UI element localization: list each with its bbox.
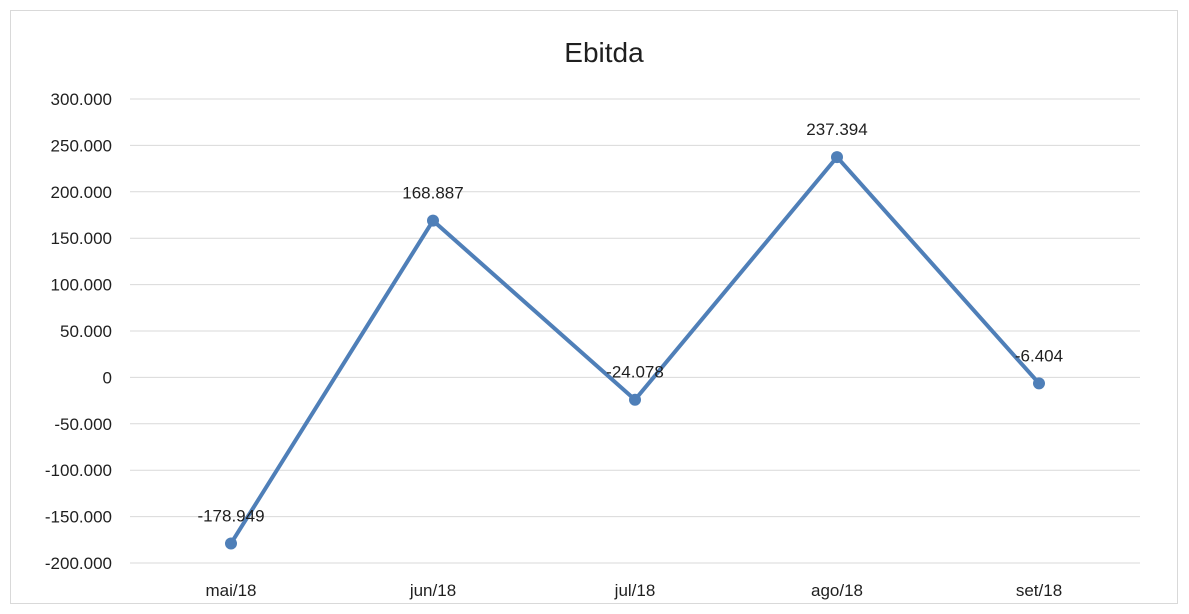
y-tick-label: 100.000	[51, 276, 112, 295]
y-tick-label: -200.000	[45, 554, 112, 573]
x-tick-label: set/18	[1016, 581, 1062, 600]
data-point-marker	[629, 393, 641, 406]
x-tick-label: ago/18	[811, 581, 863, 600]
data-label: 237.394	[806, 120, 867, 139]
y-axis-tick-labels: 300.000 250.000 200.000 150.000 100.000 50.00…	[45, 90, 112, 573]
x-tick-label: jun/18	[409, 581, 456, 600]
chart-title: Ebitda	[564, 37, 644, 68]
y-tick-label: -150.000	[45, 508, 112, 527]
chart-frame	[10, 10, 1178, 604]
data-label: -24.078	[606, 363, 664, 382]
x-tick-label: mai/18	[205, 581, 256, 600]
series-line	[229, 155, 1041, 546]
y-tick-label: 200.000	[51, 183, 112, 202]
x-axis-tick-labels: mai/18 jun/18 jul/18 ago/18 set/18	[205, 581, 1062, 600]
data-label: -6.404	[1015, 346, 1063, 365]
data-point-marker	[427, 214, 439, 227]
data-point-marker	[831, 151, 843, 164]
y-tick-label: 0	[103, 368, 112, 387]
x-tick-label: jul/18	[614, 581, 656, 600]
y-tick-label: -50.000	[54, 415, 112, 434]
y-tick-label: 150.000	[51, 229, 112, 248]
data-point-marker	[225, 537, 237, 550]
gridlines	[130, 98, 1140, 564]
data-label: 168.887	[402, 184, 463, 203]
data-label: -178.949	[197, 506, 264, 525]
y-tick-label: 50.000	[60, 322, 112, 341]
y-tick-label: -100.000	[45, 461, 112, 480]
y-tick-label: 300.000	[51, 90, 112, 109]
y-tick-label: 250.000	[51, 136, 112, 155]
data-labels: -178.949 168.887 -24.078 237.394 -6.404	[197, 120, 1063, 525]
series-ebitda	[225, 151, 1045, 550]
data-point-marker	[1033, 377, 1045, 390]
